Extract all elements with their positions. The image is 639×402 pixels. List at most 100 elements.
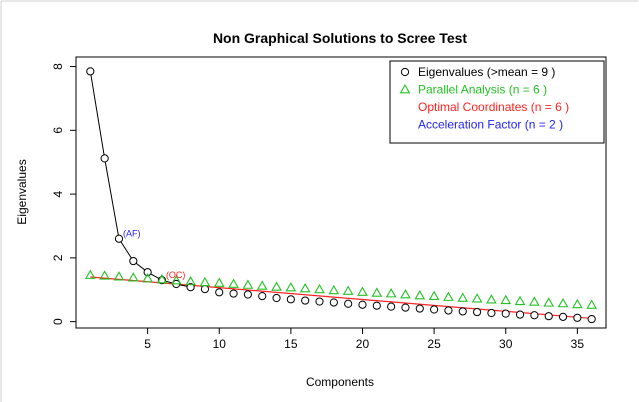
eigenvalue-point (100, 154, 109, 163)
y-tick-label: 2 (51, 254, 65, 261)
x-tick-label: 35 (571, 337, 585, 351)
parallel-analysis-point (572, 298, 583, 309)
eigenvalue-point (329, 298, 338, 307)
eigenvalue-point (458, 307, 467, 316)
eigenvalue-point (200, 285, 210, 294)
eigenvalue-point (387, 302, 396, 311)
parallel-analysis-point (385, 288, 397, 298)
parallel-analysis-point (500, 294, 512, 305)
parallel-analysis-point (443, 291, 454, 301)
parallel-analysis-point (543, 297, 555, 307)
x-tick-label: 5 (144, 337, 151, 351)
eigenvalue-point (229, 289, 238, 298)
eigenvalues-line (89, 71, 191, 288)
eigenvalue-point (587, 314, 596, 324)
eigenvalue-point (415, 304, 424, 313)
y-tick-label: 4 (51, 190, 65, 197)
eigenvalue-point (358, 300, 367, 309)
eigenvalue-point (215, 288, 224, 297)
x-tick-label: 30 (499, 337, 513, 351)
parallel-analysis-point (586, 299, 598, 309)
eigenvalue-point (129, 256, 138, 266)
legend-box (389, 60, 605, 144)
parallel-analysis-point (557, 297, 569, 308)
plot-area (75, 56, 607, 329)
y-tick-label: 6 (51, 127, 65, 134)
legend-entry: Eigenvalues (>mean = 9 ) (418, 65, 555, 79)
parallel-analysis-point (371, 287, 383, 297)
eigenvalue-point (515, 310, 525, 319)
legend-entry: Acceleration Factor (n = 2 ) (418, 118, 563, 132)
eigenvalue-point (501, 309, 510, 318)
parallel-analysis-point (314, 283, 325, 294)
legend-entry: Optimal Coordinates (n = 6 ) (418, 100, 569, 114)
x-axis-title: Components (306, 375, 374, 389)
legend-entry: Parallel Analysis (n = 6 ) (418, 83, 547, 97)
parallel-analysis-point (471, 293, 483, 303)
parallel-analysis-point (199, 276, 211, 287)
x-tick-label: 15 (284, 337, 298, 351)
parallel-analysis-point (529, 296, 540, 306)
x-tick-label: 10 (213, 337, 227, 351)
optimal-coordinates-label: (OC) (166, 270, 186, 280)
parallel-analysis-point (127, 272, 139, 282)
parallel-analysis-point (228, 278, 239, 288)
parallel-analysis-point (414, 289, 426, 300)
parallel-analysis-point (170, 274, 182, 285)
y-tick-label: 0 (51, 318, 65, 325)
parallel-analysis-point (271, 281, 282, 291)
eigenvalue-point (401, 303, 410, 312)
eigenvalue-point (86, 67, 95, 76)
eigenvalue-point (472, 307, 482, 317)
parallel-analysis-point (514, 295, 526, 306)
parallel-analysis-point (342, 285, 354, 295)
x-tick-label: 20 (356, 337, 370, 351)
eigenvalue-point (301, 296, 310, 305)
y-axis: 0 2 4 6 8 (51, 63, 76, 325)
eigenvalue-point (573, 313, 582, 322)
eigenvalue-point (444, 306, 453, 315)
parallel-analysis-point (242, 279, 254, 289)
parallel-analysis-point (84, 269, 96, 279)
eigenvalue-point (272, 293, 281, 303)
eigenvalue-point (143, 268, 152, 277)
legend: Eigenvalues (>mean = 9 ) Parallel Analysi… (389, 60, 605, 144)
y-axis-title: Eigenvalues (15, 159, 29, 224)
x-axis: 5 10 15 20 25 30 35 (144, 328, 584, 351)
chart-title: Non Graphical Solutions to Scree Test (213, 30, 467, 46)
parallel-analysis-point (256, 280, 268, 290)
parallel-analysis-point (400, 289, 411, 299)
legend-symbol-triangle (399, 83, 411, 94)
legend-symbol-circle (400, 67, 410, 77)
parallel-analysis-point (285, 282, 297, 292)
x-tick-label: 25 (427, 337, 441, 351)
eigenvalue-point (258, 292, 267, 301)
parallel-analysis-point (156, 274, 168, 284)
eigenvalue-point (558, 312, 568, 321)
parallel-analysis-point (99, 270, 110, 280)
eigenvalue-point (243, 290, 252, 299)
parallel-analysis-point (213, 277, 225, 287)
series-layer (84, 67, 598, 324)
eigenvalue-point (315, 297, 324, 306)
eigenvalue-point (114, 234, 124, 243)
eigenvalue-point (430, 305, 439, 314)
eigenvalue-point (487, 308, 496, 318)
parallel-analysis-point (457, 292, 469, 302)
parallel-analysis-point (486, 294, 497, 304)
eigenvalue-point (186, 283, 195, 292)
eigenvalue-point (286, 295, 295, 304)
parallel-analysis-point (428, 290, 440, 300)
parallel-analysis-point (299, 282, 311, 293)
parallel-analysis-point (185, 275, 196, 286)
annotation-layer: (AF) (OC) (123, 229, 185, 280)
eigenvalue-point (544, 312, 553, 321)
acceleration-factor-label: (AF) (123, 229, 141, 239)
eigenvalue-point (344, 299, 353, 308)
parallel-analysis-point (142, 273, 153, 283)
series-eigenvalues (86, 67, 596, 324)
eigenvalue-point (372, 301, 381, 310)
parallel-analysis-point (113, 271, 125, 281)
